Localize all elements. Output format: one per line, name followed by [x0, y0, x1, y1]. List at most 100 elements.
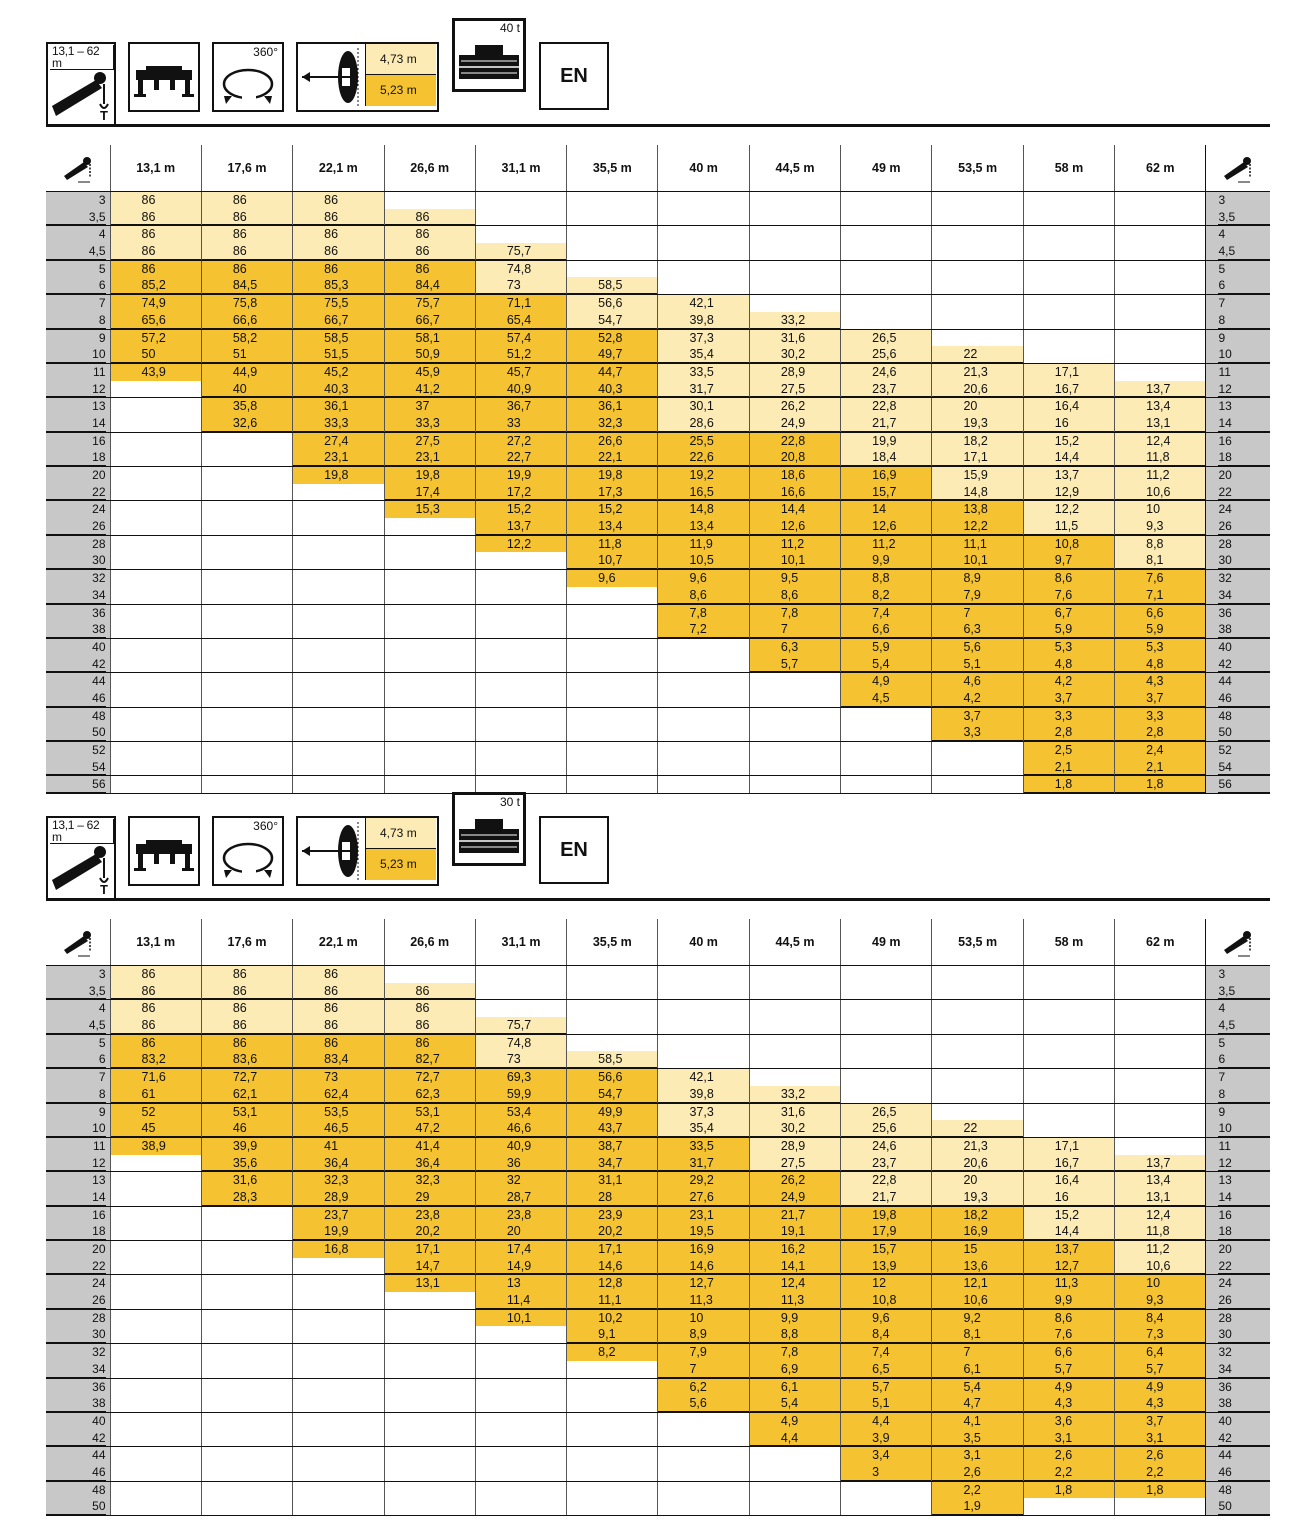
- outrigger-span-icon: 4,73 m 5,23 m: [296, 816, 439, 886]
- load-value: [293, 689, 384, 707]
- load-cell: 8,4 7,3: [1114, 1309, 1206, 1345]
- load-cell: [1022, 999, 1115, 1035]
- load-cell: [109, 397, 202, 433]
- load-cell: [1022, 1034, 1115, 1070]
- load-value: 8,1: [932, 1326, 1023, 1344]
- load-value: 32,3: [384, 1172, 475, 1189]
- load-value: 58,1: [384, 329, 475, 347]
- load-value: [293, 1498, 384, 1515]
- load-value: 8,2: [841, 586, 932, 604]
- load-value: [293, 742, 384, 759]
- radius-cell: 44 46: [1205, 672, 1270, 708]
- load-value: [1023, 1120, 1115, 1137]
- radius-header-icon-right: [1205, 145, 1270, 192]
- load-cell: 23,7 19,9: [292, 1206, 384, 1242]
- load-cell: 12,4 11,8: [1114, 1206, 1206, 1242]
- radius-row-group: 40 42 4,9 4,4 4,4 3,9 4,1 3,5 3,6 3,1 3,7 3,1 40 42: [46, 1412, 1270, 1448]
- load-cell: [748, 191, 841, 227]
- load-cell: 6,4 5,7: [1114, 1343, 1206, 1379]
- radius-cell: 13 14: [1205, 1171, 1270, 1207]
- load-value: 86: [293, 243, 384, 260]
- load-value: 84,5: [201, 277, 293, 295]
- load-value: 86: [201, 243, 293, 260]
- load-cell: [657, 741, 750, 777]
- load-value: 35,8: [201, 398, 293, 415]
- load-cell: [200, 432, 293, 468]
- load-value: [384, 1429, 475, 1447]
- load-value: [201, 1326, 293, 1344]
- boom-length-header: 58 m: [1022, 919, 1115, 966]
- load-cell: 12,8 11,1: [566, 1274, 658, 1310]
- radius-value: 40: [92, 1413, 106, 1428]
- load-cell: [474, 191, 567, 227]
- load-value: 36,1: [293, 398, 384, 415]
- load-cell: 11,1 10,1: [931, 535, 1024, 571]
- load-cell: 36,7 33: [474, 397, 567, 433]
- load-value: [384, 621, 475, 638]
- load-value: 36,1: [567, 398, 658, 415]
- load-value: [749, 226, 841, 244]
- load-value: [201, 1395, 293, 1412]
- load-cell: [292, 638, 384, 674]
- load-value: [384, 1309, 475, 1327]
- load-cell: 6,2 5,6: [657, 1378, 750, 1413]
- radius-cell: 3 3,5: [1205, 965, 1270, 1001]
- radius-cell: 36 38: [1205, 604, 1270, 639]
- load-cell: 10,8 9,7: [1022, 535, 1115, 571]
- radius-cell: 56: [1205, 775, 1270, 795]
- load-value: 39,8: [658, 311, 749, 329]
- load-value: 8,4: [841, 1326, 932, 1344]
- load-cell: 56,6 54,7: [566, 1068, 658, 1104]
- load-cell: 35,8 32,6: [200, 397, 293, 433]
- load-value: [201, 1344, 293, 1361]
- radius-value: 40: [92, 639, 106, 654]
- load-value: 86: [384, 243, 475, 260]
- load-cell: [931, 1034, 1024, 1070]
- load-value: 35,4: [658, 346, 749, 363]
- load-value: 9,1: [567, 1326, 658, 1344]
- load-cell: 53,1 47,2: [383, 1103, 476, 1138]
- load-cell: [566, 775, 658, 795]
- load-value: 14,4: [1023, 1223, 1115, 1240]
- radius-cell: 20 22: [46, 1240, 111, 1276]
- load-value: 10,1: [749, 552, 841, 570]
- load-value: 11,2: [1115, 467, 1206, 484]
- load-cell: [748, 707, 841, 743]
- load-value: [567, 776, 658, 794]
- load-value: [567, 689, 658, 707]
- load-value: [567, 707, 658, 725]
- load-cell: 86 86: [109, 965, 202, 1001]
- load-cell: 7,8 7: [748, 604, 841, 639]
- load-value: [293, 1395, 384, 1412]
- load-value: 12,4: [1115, 432, 1206, 450]
- load-cell: 15 13,6: [931, 1240, 1024, 1276]
- load-value: [658, 742, 749, 759]
- load-value: [567, 260, 658, 278]
- load-value: 33,3: [293, 414, 384, 432]
- load-value: 17,2: [475, 483, 567, 501]
- load-cell: 12,4 11,3: [748, 1274, 841, 1310]
- load-cell: 42,1 39,8: [657, 1068, 750, 1104]
- load-value: 22,6: [658, 449, 749, 466]
- load-value: [1023, 329, 1115, 347]
- radius-cell: 4 4,5: [46, 225, 111, 261]
- load-cell: [657, 775, 750, 795]
- load-cell: [474, 741, 567, 777]
- load-cell: 3,6 3,1: [1022, 1412, 1115, 1448]
- load-value: 86: [293, 192, 384, 209]
- radius-value: 24: [92, 502, 106, 517]
- load-value: 83,2: [110, 1051, 201, 1069]
- load-value: [932, 776, 1023, 794]
- radius-value: 4: [1218, 1001, 1226, 1016]
- load-value: 5,9: [1023, 621, 1115, 638]
- radius-value: 13: [1218, 1173, 1232, 1188]
- load-value: 20,6: [932, 1154, 1023, 1172]
- outrigger-span-2: 5,23 m: [365, 75, 436, 106]
- load-value: [110, 742, 201, 759]
- radius-value: 16: [92, 1207, 106, 1222]
- load-value: [201, 1241, 293, 1258]
- radius-value: 52: [1218, 743, 1232, 757]
- load-value: 43,7: [567, 1120, 658, 1137]
- load-value: [201, 432, 293, 450]
